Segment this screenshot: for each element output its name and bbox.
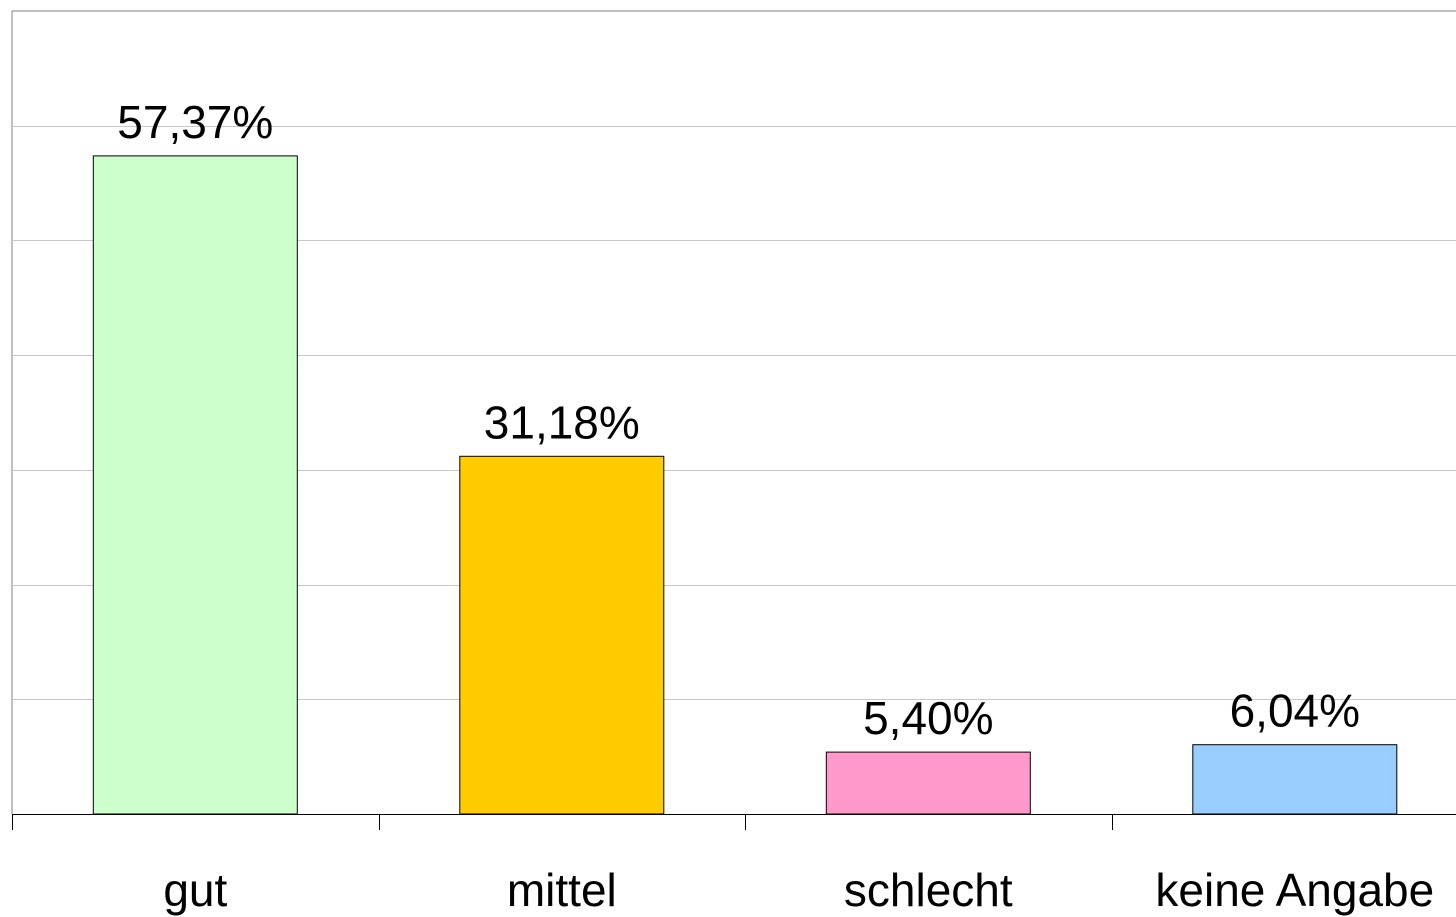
plot-frame <box>11 10 1456 814</box>
data-label: 5,40% <box>863 692 993 744</box>
category-label: schlecht <box>844 864 1013 916</box>
x-axis <box>12 814 1456 830</box>
category-label: keine Angabe <box>1155 864 1434 916</box>
category-label: gut <box>163 864 227 916</box>
category-label: mittel <box>507 864 617 916</box>
bar-mittel <box>459 455 665 815</box>
bar-schlecht <box>825 751 1031 815</box>
data-label: 6,04% <box>1230 685 1360 737</box>
bar-gut <box>92 155 298 815</box>
category-labels: gut mittel schlecht keine Angabe <box>163 864 1434 916</box>
data-labels: 57,37% 31,18% 5,40% 6,04% <box>117 96 1360 744</box>
bar-keine-angabe <box>1192 744 1398 815</box>
data-label: 31,18% <box>484 396 640 448</box>
bars <box>92 155 1398 815</box>
data-label: 57,37% <box>117 96 273 148</box>
